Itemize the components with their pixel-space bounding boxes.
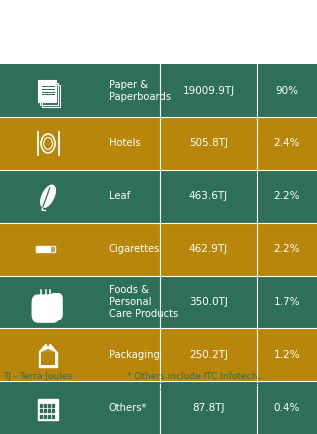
Text: Others*: Others*	[109, 403, 147, 413]
Text: Foods &
Personal
Care Products: Foods & Personal Care Products	[109, 285, 178, 319]
Text: Hotels: Hotels	[109, 138, 140, 148]
Text: 1.7%: 1.7%	[274, 297, 300, 307]
Bar	[0, 223, 317, 276]
Bar	[0, 329, 317, 381]
Bar	[48, 410, 50, 412]
FancyBboxPatch shape	[50, 294, 62, 319]
Text: * Others include ITC Infotech,
ITC R&D Centre and large offices: * Others include ITC Infotech, ITC R&D C…	[127, 372, 275, 392]
Text: TJ - Terra Joules: TJ - Terra Joules	[3, 372, 72, 381]
Bar	[51, 246, 55, 252]
Bar	[48, 404, 50, 407]
Bar	[40, 410, 42, 412]
Bar	[40, 415, 42, 418]
Text: 505.8TJ: 505.8TJ	[189, 138, 228, 148]
Text: Paper &
Paperboards: Paper & Paperboards	[109, 80, 171, 102]
Bar	[44, 404, 46, 407]
Bar	[39, 352, 57, 367]
Text: ** Total Energy - 21,130TJ: ** Total Energy - 21,130TJ	[3, 423, 119, 432]
Text: 463.6TJ: 463.6TJ	[189, 191, 228, 201]
Polygon shape	[39, 344, 48, 352]
Bar	[0, 64, 317, 117]
Text: 90%: 90%	[275, 85, 298, 95]
Bar	[52, 404, 54, 407]
Bar	[52, 415, 54, 418]
Bar	[0, 276, 317, 329]
Text: 2.2%: 2.2%	[274, 191, 300, 201]
Text: 350.0TJ: 350.0TJ	[189, 297, 228, 307]
Bar	[41, 352, 55, 365]
Text: 87.8TJ: 87.8TJ	[192, 403, 225, 413]
Text: 462.9TJ: 462.9TJ	[189, 244, 228, 254]
Bar	[52, 410, 54, 412]
Text: Leaf: Leaf	[109, 191, 130, 201]
Text: 0.4%: 0.4%	[274, 403, 300, 413]
Text: 2.4%: 2.4%	[274, 138, 300, 148]
Bar	[48, 415, 50, 418]
Bar	[44, 415, 46, 418]
Bar	[40, 404, 42, 407]
Polygon shape	[41, 185, 55, 207]
FancyBboxPatch shape	[38, 80, 56, 102]
Bar	[36, 246, 55, 252]
Text: Packaging: Packaging	[109, 350, 160, 360]
Text: Cigarettes: Cigarettes	[109, 244, 160, 254]
Bar	[38, 399, 58, 420]
Text: 19009.9TJ: 19009.9TJ	[182, 85, 235, 95]
Bar	[0, 170, 317, 223]
Polygon shape	[49, 344, 57, 352]
Text: 2.2%: 2.2%	[274, 244, 300, 254]
Text: 250.2TJ: 250.2TJ	[189, 350, 228, 360]
Bar	[0, 381, 317, 434]
Text: 1.2%: 1.2%	[274, 350, 300, 360]
Bar	[0, 117, 317, 170]
FancyBboxPatch shape	[32, 295, 59, 322]
Bar	[44, 410, 46, 412]
